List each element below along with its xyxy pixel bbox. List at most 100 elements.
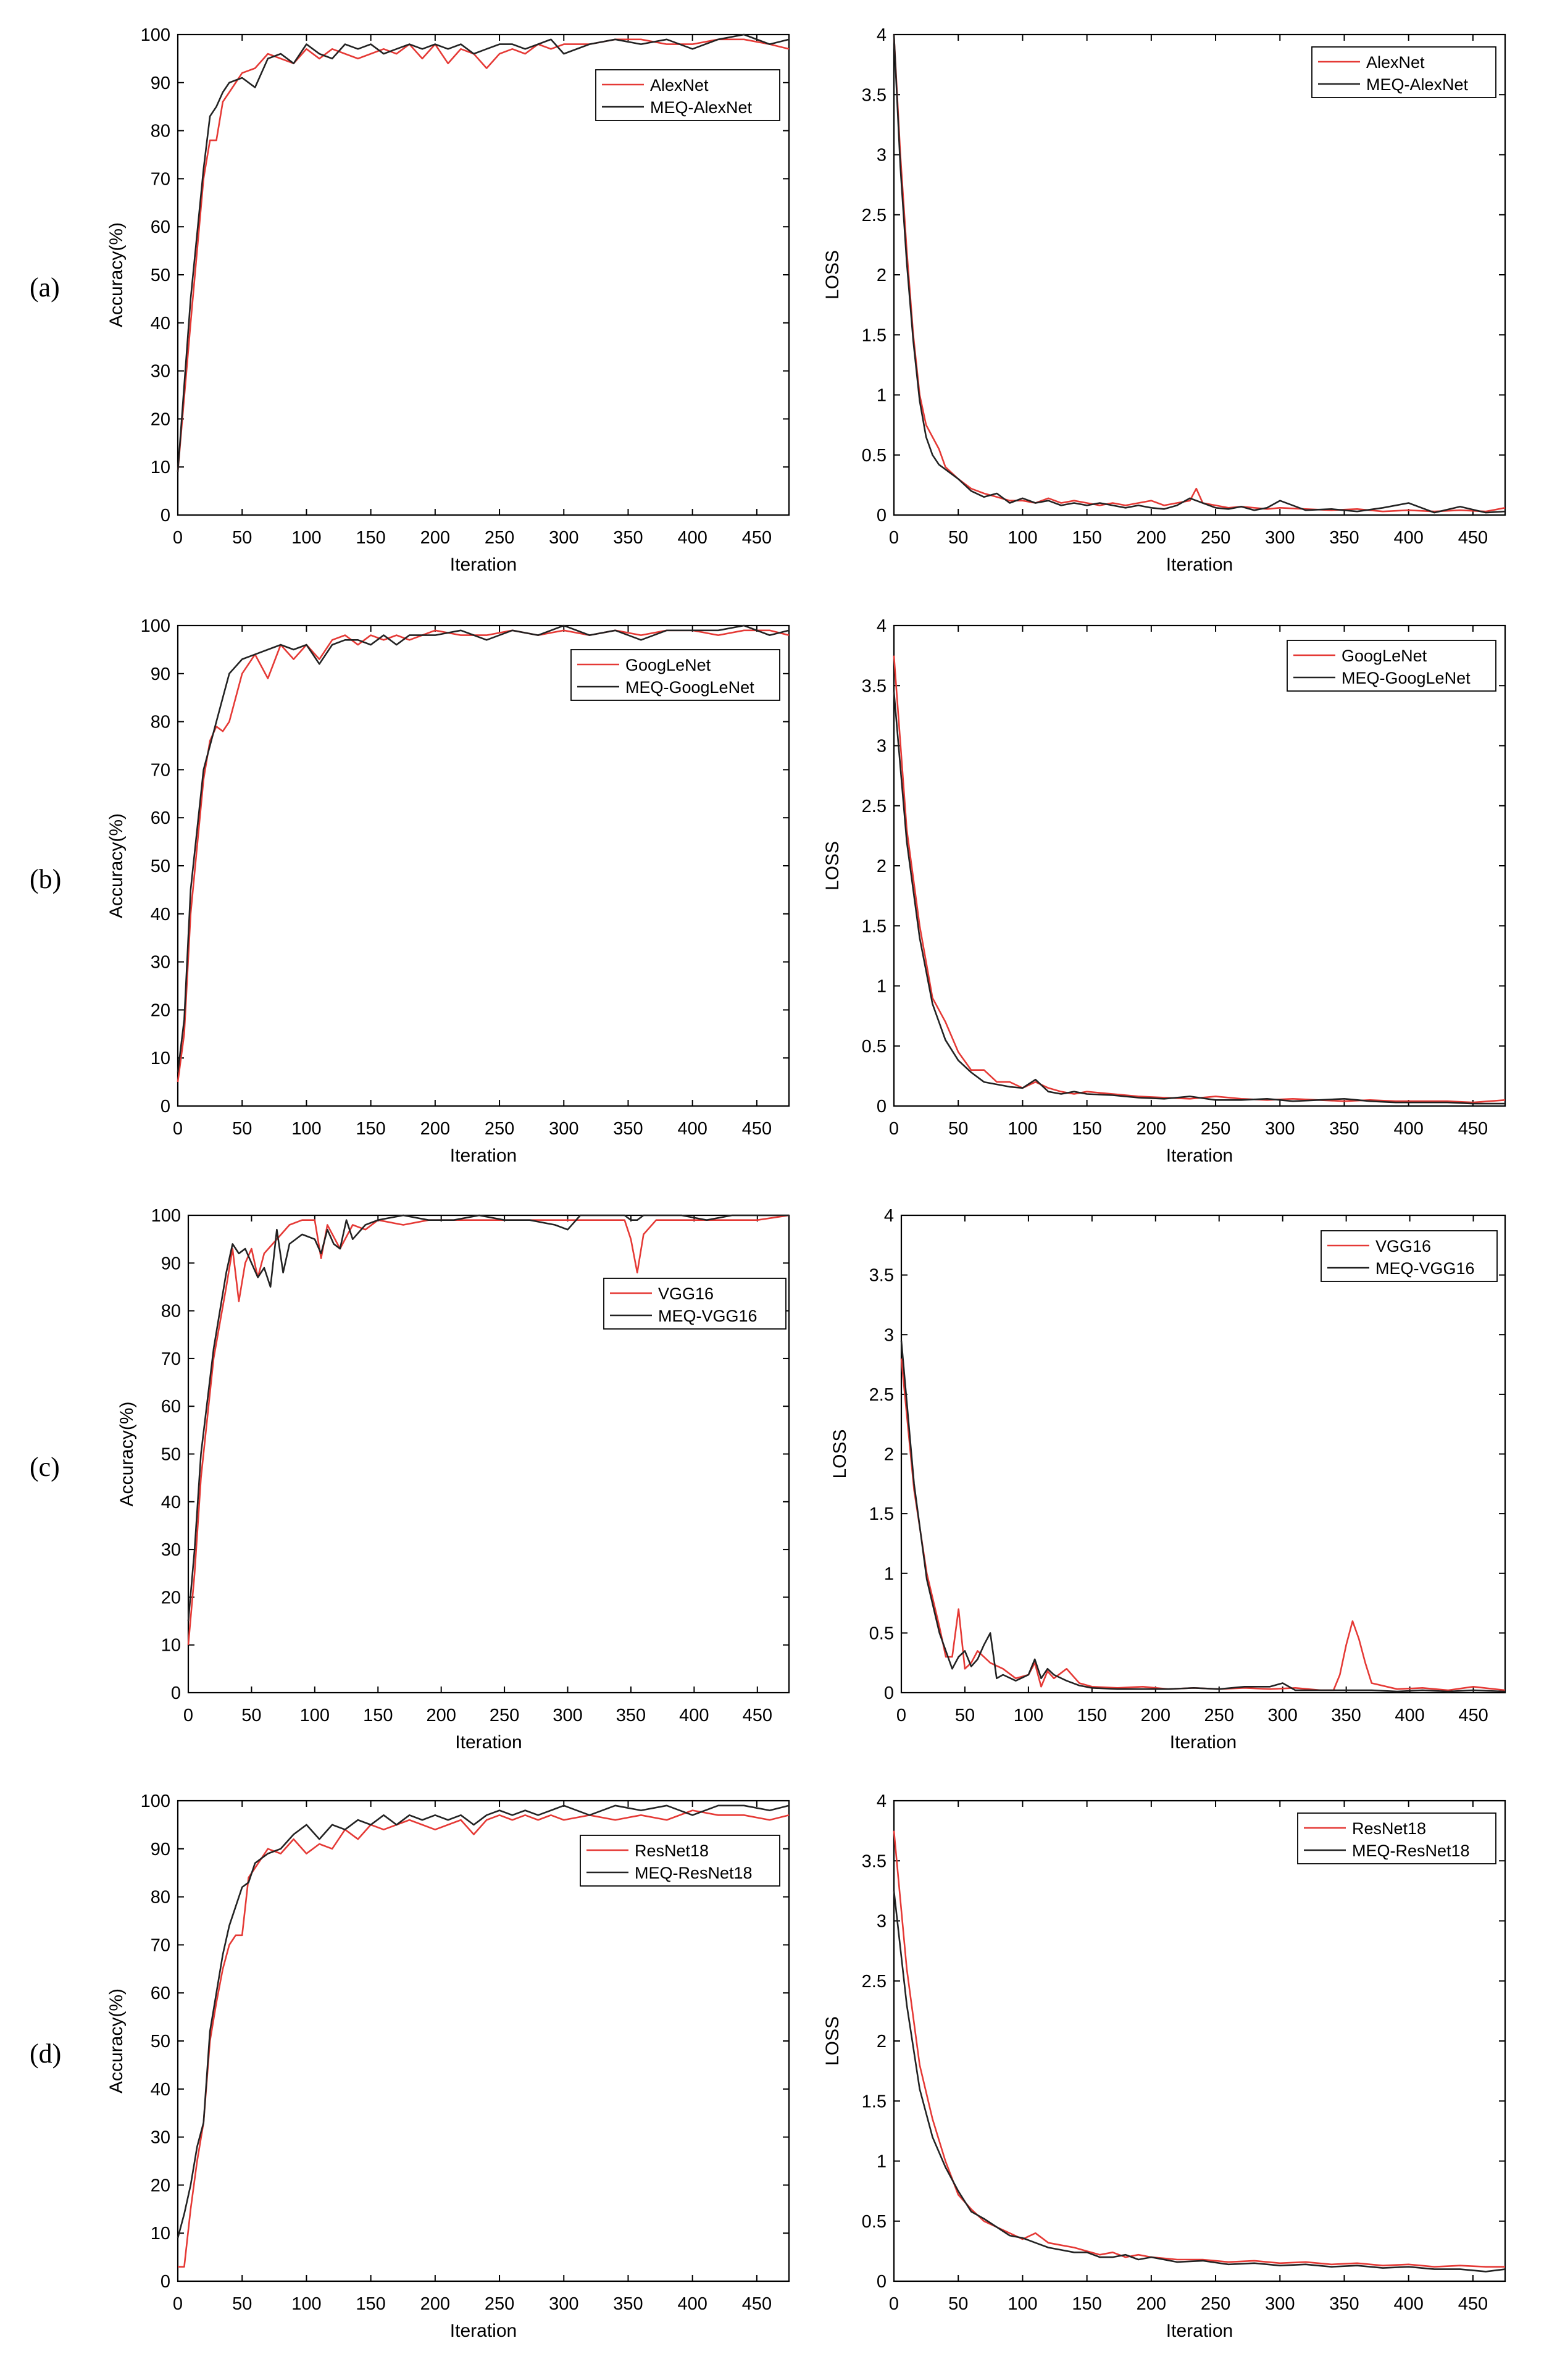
series-line-meq-vgg16 bbox=[900, 1340, 1506, 1693]
x-tick-label: 450 bbox=[743, 1706, 772, 1725]
y-axis-label: LOSS bbox=[822, 2016, 843, 2066]
y-tick-label: 70 bbox=[151, 169, 170, 189]
x-tick-label: 100 bbox=[1008, 2294, 1037, 2314]
y-tick-label: 1.5 bbox=[862, 2092, 887, 2111]
x-tick-label: 100 bbox=[291, 2294, 321, 2314]
y-tick-label: 0.5 bbox=[862, 446, 887, 466]
y-tick-label: 3.5 bbox=[862, 676, 887, 696]
chart-panel-7: 0 50 100 150 200 250 300 350 400 450 0 0.5 1 1.5 2 2.5 3… bbox=[822, 1791, 1506, 2341]
y-tick-label: 1 bbox=[877, 2152, 887, 2172]
legend-entry: AlexNet bbox=[650, 76, 709, 94]
x-tick-label: 50 bbox=[948, 528, 968, 548]
y-tick-label: 70 bbox=[161, 1349, 181, 1369]
x-axis-label: Iteration bbox=[1166, 2321, 1233, 2341]
chart-panel-2: 0 50 100 150 200 250 300 350 400 450 0 10 20 30 40 50 60… bbox=[106, 616, 790, 1166]
x-tick-label: 300 bbox=[1265, 2294, 1295, 2314]
y-tick-label: 3 bbox=[877, 1912, 887, 1932]
y-axis-label: LOSS bbox=[822, 250, 843, 300]
x-axis-label: Iteration bbox=[1166, 555, 1233, 575]
y-tick-label: 2.5 bbox=[869, 1385, 894, 1405]
x-axis-label: Iteration bbox=[450, 2321, 517, 2341]
series-line-meq-resnet18 bbox=[177, 1804, 790, 2239]
legend-entry: MEQ-ResNet18 bbox=[1352, 1842, 1470, 1860]
y-tick-label: 2.5 bbox=[862, 1972, 887, 1992]
legend-entry: MEQ-AlexNet bbox=[650, 98, 753, 117]
x-tick-label: 0 bbox=[173, 2294, 183, 2314]
x-tick-label: 50 bbox=[232, 528, 252, 548]
y-tick-label: 40 bbox=[151, 314, 170, 333]
x-tick-label: 300 bbox=[549, 528, 578, 548]
x-tick-label: 350 bbox=[1329, 528, 1359, 548]
plot-area-frame bbox=[177, 624, 790, 1107]
y-tick-label: 2 bbox=[877, 2032, 887, 2051]
plot-area-frame bbox=[893, 624, 1506, 1107]
legend-box bbox=[1321, 1230, 1498, 1282]
x-tick-label: 250 bbox=[490, 1706, 519, 1725]
y-tick-label: 90 bbox=[161, 1254, 181, 1273]
legend-entry: ResNet18 bbox=[1352, 1819, 1426, 1838]
x-tick-label: 100 bbox=[291, 1119, 321, 1139]
x-tick-label: 250 bbox=[485, 1119, 514, 1139]
x-axis-label: Iteration bbox=[1166, 1146, 1233, 1166]
row-label-b: (b) bbox=[30, 864, 62, 894]
series-line-meq-vgg16 bbox=[187, 1214, 789, 1622]
y-tick-label: 2 bbox=[877, 266, 887, 285]
y-tick-label: 3 bbox=[884, 1325, 894, 1345]
y-tick-label: 0 bbox=[161, 2272, 170, 2292]
x-tick-label: 50 bbox=[955, 1706, 975, 1725]
y-tick-label: 20 bbox=[161, 1588, 181, 1607]
x-tick-label: 450 bbox=[1458, 1119, 1488, 1139]
y-tick-label: 3.5 bbox=[862, 85, 887, 105]
y-axis-label: Accuracy(%) bbox=[106, 222, 127, 327]
y-axis-label: LOSS bbox=[822, 841, 843, 890]
x-axis-label: Iteration bbox=[450, 555, 517, 575]
y-tick-label: 2 bbox=[877, 857, 887, 876]
x-tick-label: 150 bbox=[356, 2294, 385, 2314]
y-tick-label: 2.5 bbox=[862, 797, 887, 816]
y-tick-label: 10 bbox=[151, 458, 170, 477]
x-tick-label: 50 bbox=[948, 1119, 968, 1139]
x-tick-label: 250 bbox=[1201, 1119, 1230, 1139]
x-tick-label: 350 bbox=[613, 2294, 643, 2314]
series-line-vgg16 bbox=[900, 1358, 1506, 1691]
row-label-a: (a) bbox=[30, 272, 60, 303]
y-tick-label: 70 bbox=[151, 1935, 170, 1955]
y-tick-label: 10 bbox=[161, 1636, 181, 1656]
x-tick-label: 450 bbox=[742, 2294, 772, 2314]
y-tick-label: 3 bbox=[877, 146, 887, 166]
y-tick-label: 90 bbox=[151, 73, 170, 93]
legend-entry: MEQ-ResNet18 bbox=[635, 1864, 753, 1882]
y-tick-label: 90 bbox=[151, 1840, 170, 1859]
series-line-meq-alexnet bbox=[893, 34, 1506, 514]
x-tick-label: 300 bbox=[549, 2294, 578, 2314]
x-tick-label: 150 bbox=[356, 528, 385, 548]
y-tick-label: 80 bbox=[151, 1888, 170, 1908]
chart-panel-4: 0 50 100 150 200 250 300 350 400 450 0 10 20 30 40 50 60… bbox=[117, 1206, 790, 1753]
y-tick-label: 1.5 bbox=[862, 325, 887, 345]
x-tick-label: 400 bbox=[1395, 1706, 1424, 1725]
x-tick-label: 450 bbox=[742, 528, 772, 548]
y-tick-label: 70 bbox=[151, 760, 170, 780]
y-tick-label: 3.5 bbox=[862, 1851, 887, 1871]
x-tick-label: 200 bbox=[1137, 528, 1166, 548]
x-tick-label: 100 bbox=[1008, 528, 1037, 548]
y-tick-label: 30 bbox=[161, 1540, 181, 1560]
y-tick-label: 60 bbox=[151, 217, 170, 237]
legend-entry: MEQ-GoogLeNet bbox=[1342, 669, 1471, 687]
x-tick-label: 400 bbox=[677, 1119, 707, 1139]
legend-box bbox=[1287, 640, 1496, 692]
y-tick-label: 3 bbox=[877, 737, 887, 756]
x-tick-label: 400 bbox=[679, 1706, 709, 1725]
x-tick-label: 400 bbox=[677, 528, 707, 548]
x-tick-label: 150 bbox=[1072, 2294, 1101, 2314]
x-tick-label: 100 bbox=[291, 528, 321, 548]
x-tick-label: 300 bbox=[549, 1119, 578, 1139]
y-tick-label: 10 bbox=[151, 1049, 170, 1068]
series-line-meq-alexnet bbox=[177, 33, 790, 472]
x-tick-label: 250 bbox=[485, 2294, 514, 2314]
legend-box bbox=[1311, 46, 1496, 98]
chart-panel-5: 0 50 100 150 200 250 300 350 400 450 0 0.5 1 1.5 2 2.5 3… bbox=[830, 1206, 1506, 1753]
x-tick-label: 150 bbox=[1077, 1706, 1107, 1725]
y-tick-label: 50 bbox=[151, 2032, 170, 2051]
